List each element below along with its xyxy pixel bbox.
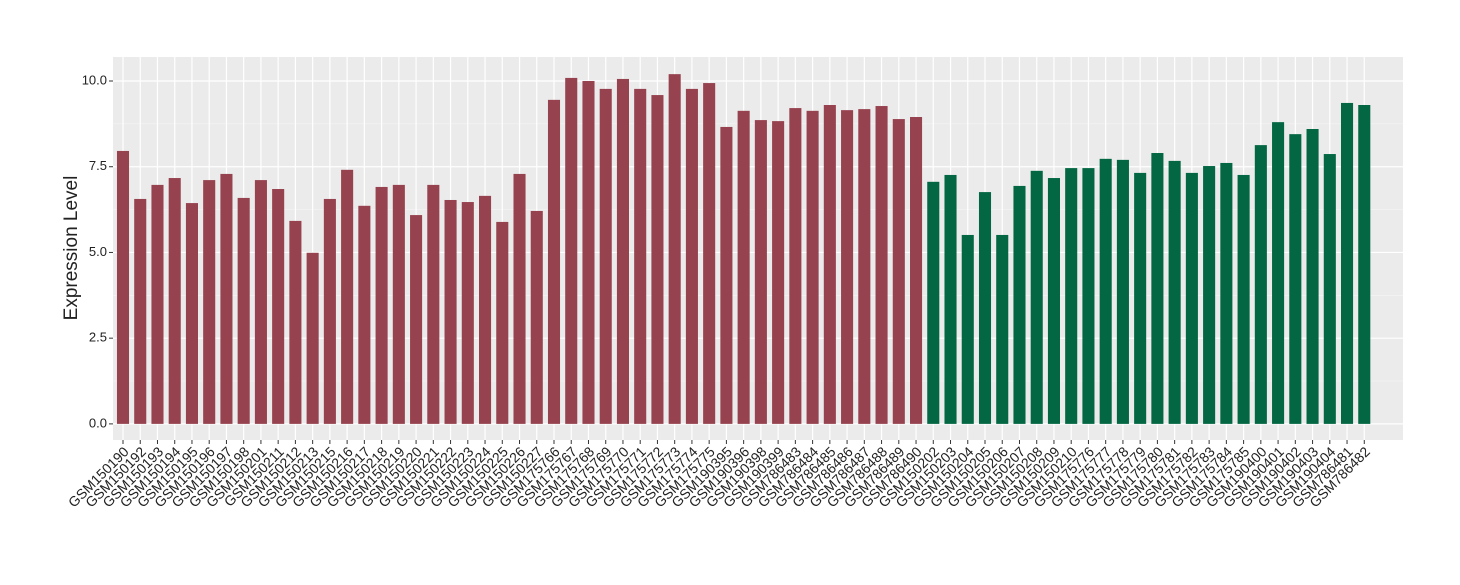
bar xyxy=(392,184,405,424)
bar xyxy=(1289,134,1302,424)
bar xyxy=(634,88,647,424)
bar xyxy=(1082,168,1095,424)
bar xyxy=(1030,170,1043,424)
bar xyxy=(444,199,457,424)
bar xyxy=(978,192,992,424)
y-tick-label: 7.5 xyxy=(89,158,107,173)
bar xyxy=(1341,102,1354,424)
bar xyxy=(116,150,130,424)
bar xyxy=(599,88,612,424)
bar xyxy=(1220,162,1233,424)
bar xyxy=(134,198,147,424)
bar xyxy=(823,105,836,424)
y-tick-label: 10.0 xyxy=(82,72,107,87)
bar xyxy=(168,178,181,424)
bar xyxy=(685,88,698,424)
bar xyxy=(323,198,336,424)
bar xyxy=(1237,174,1250,424)
bar xyxy=(203,180,216,424)
bar xyxy=(427,184,440,424)
bar xyxy=(341,169,354,424)
y-axis-label: Expression Level xyxy=(61,176,82,321)
bar xyxy=(547,99,561,424)
bar xyxy=(513,173,526,424)
bar xyxy=(1185,172,1198,424)
bar xyxy=(789,108,802,424)
bar xyxy=(910,117,923,424)
bar xyxy=(565,77,578,424)
bar xyxy=(1358,105,1371,424)
bar xyxy=(410,215,423,424)
bar xyxy=(720,126,733,424)
bar xyxy=(151,184,164,424)
bar xyxy=(1306,129,1319,424)
bar xyxy=(1047,178,1060,424)
bar xyxy=(306,252,319,424)
bar xyxy=(530,210,543,424)
bar xyxy=(1168,160,1181,424)
bar xyxy=(616,78,629,424)
bar xyxy=(1116,159,1129,424)
bar xyxy=(496,221,509,424)
bar xyxy=(358,205,371,424)
bar xyxy=(754,120,767,424)
bar xyxy=(220,173,233,424)
bar xyxy=(1272,122,1285,424)
bar xyxy=(1323,154,1336,424)
y-tick-label: 2.5 xyxy=(89,330,107,345)
bar xyxy=(1134,172,1147,424)
bar xyxy=(461,202,474,424)
bar xyxy=(1099,158,1112,424)
bar xyxy=(806,110,819,424)
bar xyxy=(375,186,388,424)
bar xyxy=(185,203,198,424)
bar xyxy=(772,121,785,424)
bar xyxy=(582,81,595,424)
bar xyxy=(703,83,716,424)
bar xyxy=(944,174,957,424)
y-tick-label: 0.0 xyxy=(89,415,107,430)
bar xyxy=(1203,166,1216,424)
bar xyxy=(1254,145,1267,424)
bar xyxy=(668,74,681,424)
y-tick-label: 5.0 xyxy=(89,244,107,259)
bar xyxy=(858,109,871,424)
bar xyxy=(875,106,888,424)
bar xyxy=(927,181,940,424)
bar xyxy=(1065,168,1078,424)
bar xyxy=(651,95,664,424)
bar xyxy=(1151,153,1164,424)
bar xyxy=(254,180,267,424)
bar xyxy=(961,234,974,424)
bar xyxy=(996,234,1009,424)
bar xyxy=(289,220,302,424)
bar xyxy=(841,110,854,424)
bar xyxy=(892,119,905,424)
bar xyxy=(1013,185,1026,424)
bar xyxy=(272,189,285,424)
bar xyxy=(237,197,250,424)
bar xyxy=(479,195,492,424)
bar xyxy=(737,110,750,424)
